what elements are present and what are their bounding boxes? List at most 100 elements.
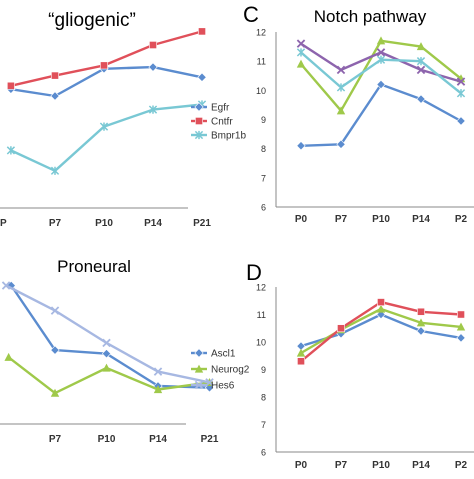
data-point-marker [296,141,306,151]
y-tick-label: 6 [261,448,266,458]
x-tick-label: P10 [372,214,390,225]
panel-d-letter: D [246,260,262,285]
data-point-marker [197,72,207,82]
legend-swatch-marker [194,102,204,112]
data-point-marker [376,36,386,45]
legend-swatch-marker [194,380,204,390]
data-point-marker [205,378,214,387]
legend-label: Neurog2 [211,365,250,376]
data-point-marker [416,57,426,66]
y-tick-label: 7 [261,173,266,183]
legend-label: Egfr [211,103,230,114]
y-tick-label: 10 [256,338,266,348]
data-point-marker [457,310,465,319]
data-point-marker [51,71,59,80]
data-point-marker [416,42,426,51]
data-point-marker [296,348,306,357]
y-tick-label: 8 [261,393,266,403]
data-point-marker [336,83,346,92]
data-point-marker [456,77,466,86]
y-tick-label: 11 [257,57,266,67]
y-tick-label: 9 [261,365,266,375]
y-tick-label: 7 [261,420,266,430]
data-point-marker [336,139,346,149]
x-tick-label: P14 [412,460,430,471]
x-tick-label: P10 [372,460,390,471]
x-tick-label: P21 [201,434,219,445]
data-point-marker [198,27,206,36]
x-tick-label: P10 [95,218,113,229]
data-point-marker [376,79,386,90]
y-tick-label: 9 [261,115,266,125]
data-point-marker [50,306,60,315]
x-tick-label: P14 [149,434,167,445]
x-tick-label: P7 [335,460,348,471]
legend-label: Cntfr [211,117,233,128]
data-point-marker [101,349,112,359]
legend-swatch-marker [194,348,204,358]
data-point-marker [99,122,109,131]
x-tick-label: P10 [98,434,116,445]
x-tick-label: P2 [455,460,468,471]
data-point-marker [50,388,60,397]
legend-label: Hes6 [211,381,235,392]
data-point-marker [149,41,157,49]
data-point-marker [296,59,306,68]
data-point-marker [296,39,306,48]
data-point-marker [297,357,305,366]
x-tick-label: P0 [295,460,308,471]
proneural-panel: Proneural P7 P10 P14 P21 Ascl1 Neurog2 Hes6 [0,257,250,445]
data-point-marker [377,298,385,307]
data-point-marker [456,333,466,343]
data-point-marker [102,338,111,348]
data-point-marker [100,61,108,70]
data-point-marker [50,166,60,175]
legend-label: Bmpr1b [211,131,246,142]
data-point-marker [417,307,425,316]
legend-swatch-marker [195,117,203,125]
x-tick-label: P14 [412,214,430,225]
panel-d: D 6 7 8 9 10 11 12 P0 P7 P10 P14 P2 [246,260,474,471]
x-tick-label: P7 [335,214,348,225]
legend-swatch-marker [194,364,204,373]
x-tick-label: P7 [49,218,62,229]
data-point-marker [102,363,111,372]
data-point-marker [337,324,345,333]
data-point-marker [456,116,466,126]
data-point-marker [456,89,466,98]
y-tick-label: 11 [257,310,266,320]
x-tick-label: P2 [455,214,468,225]
y-tick-label: 10 [256,86,266,96]
x-tick-label: P0 [295,214,308,225]
data-point-marker [376,55,386,64]
legend-swatch-marker [194,130,204,140]
data-point-marker [6,146,16,155]
legend-label: Ascl1 [211,349,236,360]
data-point-marker [50,345,60,355]
data-point-marker [336,65,346,75]
data-point-marker [4,352,13,361]
data-point-marker [416,65,426,75]
proneural-title: Proneural [57,257,131,276]
x-tick-label: P7 [49,434,62,445]
notch-panel: C Notch pathway 6 7 8 9 10 11 12 P0 P7 P10 P14 P2 [243,2,474,225]
data-point-marker [148,62,158,72]
data-point-marker [1,281,11,290]
x-tick-label: P14 [144,218,162,229]
data-point-marker [153,367,163,376]
notch-panel-letter: C [243,2,259,27]
y-tick-label: 12 [256,283,266,293]
data-point-marker [456,322,466,331]
data-point-marker [296,48,306,57]
data-point-marker [416,318,426,327]
data-point-marker [376,304,386,313]
gliogenic-title: “gliogenic” [48,10,136,31]
y-tick-label: 8 [261,144,266,154]
data-point-marker [6,81,15,90]
y-tick-label: 12 [256,28,266,38]
data-point-marker [416,94,426,104]
data-point-marker [376,48,386,57]
gliogenic-x-tick-clipped: P [0,218,7,229]
data-point-marker [148,105,158,114]
data-point-marker [153,385,163,394]
